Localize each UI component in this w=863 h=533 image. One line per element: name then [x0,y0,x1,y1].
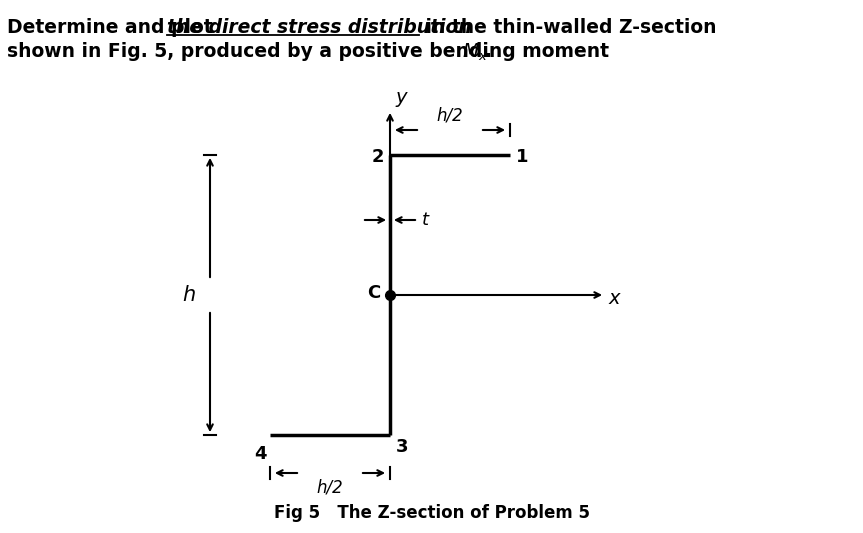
Text: Determine and plot: Determine and plot [7,18,219,37]
Text: in the thin-walled Z-section: in the thin-walled Z-section [419,18,716,37]
Text: y: y [395,88,406,107]
Text: 3: 3 [396,438,408,456]
Text: 4: 4 [255,445,267,463]
Text: C: C [367,284,380,302]
Text: Fig 5   The Z-section of Problem 5: Fig 5 The Z-section of Problem 5 [274,504,590,522]
Text: h: h [183,285,196,305]
Text: 2: 2 [371,148,384,166]
Text: t: t [422,211,429,229]
Text: shown in Fig. 5, produced by a positive bending moment: shown in Fig. 5, produced by a positive … [7,42,615,61]
Text: h/2: h/2 [437,107,463,125]
Text: 1: 1 [516,148,528,166]
Text: x: x [608,289,620,309]
Text: .: . [484,42,491,61]
Text: the direct stress distribution: the direct stress distribution [167,18,472,37]
Text: h/2: h/2 [317,478,343,496]
Text: $\mathit{M}_\mathit{x}$: $\mathit{M}_\mathit{x}$ [462,42,488,63]
